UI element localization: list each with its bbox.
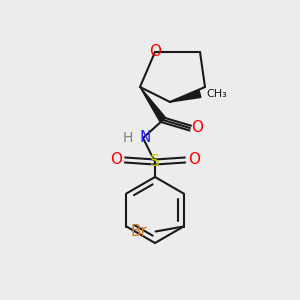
Text: H: H [123,131,133,145]
Text: O: O [110,152,122,167]
Text: N: N [139,130,151,146]
Polygon shape [170,91,201,102]
Text: CH₃: CH₃ [206,89,227,99]
Text: O: O [149,44,161,59]
Text: Br: Br [131,224,148,239]
Text: S: S [150,154,160,169]
Polygon shape [140,87,166,122]
Text: O: O [188,152,200,167]
Text: O: O [191,121,203,136]
